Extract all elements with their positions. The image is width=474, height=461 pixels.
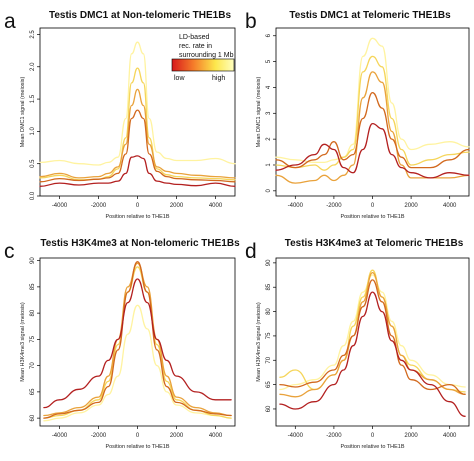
y-tick-label: 60: [266, 405, 272, 412]
panel-letter: b: [245, 10, 257, 33]
panel-letter: c: [4, 240, 15, 263]
plot-frame: [275, 27, 470, 197]
y-tick-label: 3: [266, 111, 272, 115]
series-line-2: [43, 261, 232, 419]
y-tick-label: 0: [266, 189, 272, 193]
x-tick-label: 4000: [443, 433, 457, 439]
x-tick-label: -2000: [326, 433, 342, 439]
y-axis-label: Mean DMC1 signal (meiosis): [256, 77, 262, 148]
series-line-1: [39, 155, 236, 187]
y-tick-label: 65: [266, 381, 272, 388]
y-tick-label: 1.5: [30, 94, 36, 103]
y-tick-label: 1.0: [30, 127, 36, 136]
x-tick-label: -2000: [326, 203, 342, 209]
x-tick-label: 2000: [404, 433, 418, 439]
series-line-3: [279, 271, 466, 398]
y-tick-label: 75: [266, 332, 272, 339]
x-tick-label: -2000: [91, 433, 107, 439]
series-line-1: [275, 122, 470, 179]
y-tick-label: 70: [266, 356, 272, 363]
panel-title: Testis H3K4me3 at Non-telomeric THE1Bs: [40, 238, 240, 249]
y-axis-label: Mean DMC1 signal (meiosis): [20, 77, 26, 148]
legend-title-line-3: surrounding 1 Mb: [179, 52, 234, 59]
color-legend: LD-based rec. rate in surrounding 1 Mb l…: [171, 34, 235, 82]
x-tick-label: -2000: [91, 203, 107, 209]
series-line-4: [43, 266, 232, 419]
y-tick-label: 5: [266, 59, 272, 63]
panel-title: Testis DMC1 at Telomeric THE1Bs: [289, 10, 451, 21]
y-tick-label: 0.5: [30, 159, 36, 168]
y-tick-label: 75: [30, 335, 36, 342]
x-tick-label: 4000: [209, 433, 223, 439]
plot-frame: [39, 257, 236, 427]
series-line-3: [275, 71, 470, 184]
x-tick-label: -4000: [288, 203, 304, 209]
x-tick-label: 4000: [443, 203, 457, 209]
x-axis-label: Position relative to THE1B: [105, 214, 169, 220]
panel-title: Testis H3K4me3 at Telomeric THE1Bs: [285, 238, 464, 249]
panel-letter: a: [4, 10, 16, 33]
y-tick-label: 80: [266, 308, 272, 315]
y-tick-label: 65: [30, 388, 36, 395]
series-line-2: [279, 279, 466, 395]
y-tick-label: 2.0: [30, 62, 36, 71]
panel-c: c Testis H3K4me3 at Non-telomeric THE1Bs -…: [4, 238, 240, 450]
x-tick-label: 2000: [170, 203, 184, 209]
series-line-3: [43, 262, 232, 417]
x-tick-label: -4000: [52, 203, 68, 209]
series-line-5: [279, 274, 466, 391]
panel-d: d Testis H3K4me3 at Telomeric THE1Bs -4000…: [245, 238, 470, 450]
legend-title-line-1: LD-based: [179, 34, 209, 41]
plot-frame: [275, 257, 470, 427]
y-tick-label: 2: [266, 137, 272, 141]
x-tick-label: 2000: [404, 203, 418, 209]
legend-high-label: high: [212, 75, 225, 82]
y-tick-label: 6: [266, 33, 272, 37]
series-line-1: [279, 291, 466, 417]
series-line-2: [275, 91, 470, 169]
x-axis-label: Position relative to THE1B: [340, 214, 404, 220]
y-tick-label: 85: [30, 283, 36, 290]
y-tick-label: 0.0: [30, 191, 36, 200]
y-tick-label: 80: [30, 309, 36, 316]
x-tick-label: 0: [136, 203, 140, 209]
series-line-4: [39, 67, 236, 181]
series-line-2: [39, 109, 236, 183]
series-line-5: [39, 41, 236, 166]
x-tick-label: 4000: [209, 203, 223, 209]
y-tick-label: 4: [266, 85, 272, 89]
y-tick-label: 70: [30, 362, 36, 369]
legend-low-label: low: [174, 75, 185, 82]
legend-title-line-2: rec. rate in: [179, 43, 212, 50]
x-tick-label: 0: [136, 433, 140, 439]
y-tick-label: 85: [266, 283, 272, 290]
x-axis-label: Position relative to THE1B: [105, 444, 169, 450]
panel-letter: d: [245, 240, 257, 263]
series-line-1: [43, 278, 232, 409]
x-tick-label: -4000: [52, 433, 68, 439]
panel-a: a Testis DMC1 at Non-telomeric THE1Bs -400…: [4, 10, 236, 220]
series-line-3: [39, 88, 236, 179]
y-axis-label: Mean H3K4me3 signal (meiosis): [20, 302, 26, 382]
legend-gradient-bar: [171, 58, 235, 72]
series-line-4: [279, 269, 466, 393]
series-line-5: [43, 304, 232, 422]
x-tick-label: 0: [371, 433, 375, 439]
y-tick-label: 90: [266, 259, 272, 266]
panel-title: Testis DMC1 at Non-telomeric THE1Bs: [49, 10, 232, 21]
series-line-5: [275, 37, 470, 164]
y-tick-label: 60: [30, 414, 36, 421]
y-tick-label: 1: [266, 163, 272, 167]
panel-b: b Testis DMC1 at Telomeric THE1Bs -4000 -20…: [245, 10, 470, 220]
x-axis-label: Position relative to THE1B: [340, 444, 404, 450]
y-axis-label: Mean H3K4me3 signal (meiosis): [256, 302, 262, 382]
x-tick-label: 0: [371, 203, 375, 209]
series-line-4: [275, 55, 470, 171]
x-tick-label: 2000: [170, 433, 184, 439]
y-tick-label: 90: [30, 257, 36, 264]
y-tick-label: 2.5: [30, 30, 36, 39]
x-tick-label: -4000: [288, 433, 304, 439]
